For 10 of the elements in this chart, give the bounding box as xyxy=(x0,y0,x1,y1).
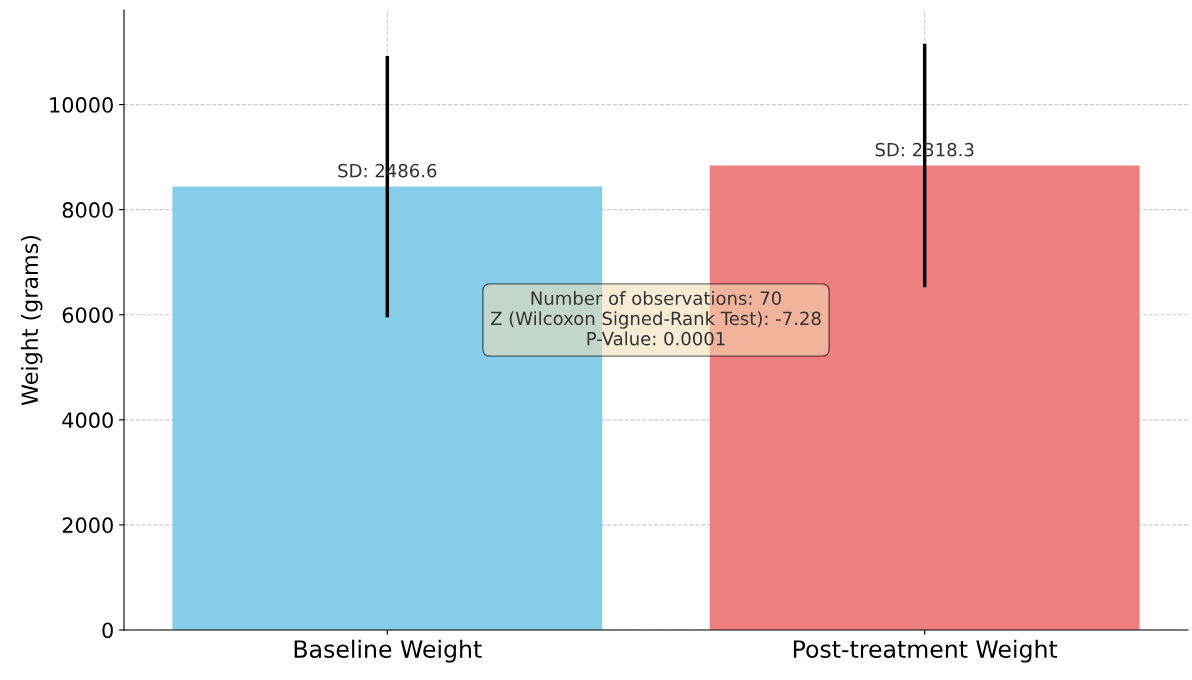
y-axis-title: Weight (grams) xyxy=(20,235,43,406)
y-tick-label: 0 xyxy=(102,622,113,639)
annotation: Number of observations: 70 Z (Wilcoxon Signed-Rank Test): -7.28 P-Value: 0.0001 xyxy=(490,291,821,346)
x-tick-label: Baseline Weight xyxy=(294,639,482,663)
y-tick-label: 8000 xyxy=(62,202,113,218)
x-tick-label: Post-treatment Weight xyxy=(793,639,1058,663)
y-tick-label: 10000 xyxy=(50,97,113,113)
y-tick-label: 4000 xyxy=(62,412,113,429)
y-tick-label: 2000 xyxy=(62,517,113,534)
y-tick-label: 6000 xyxy=(62,307,113,323)
